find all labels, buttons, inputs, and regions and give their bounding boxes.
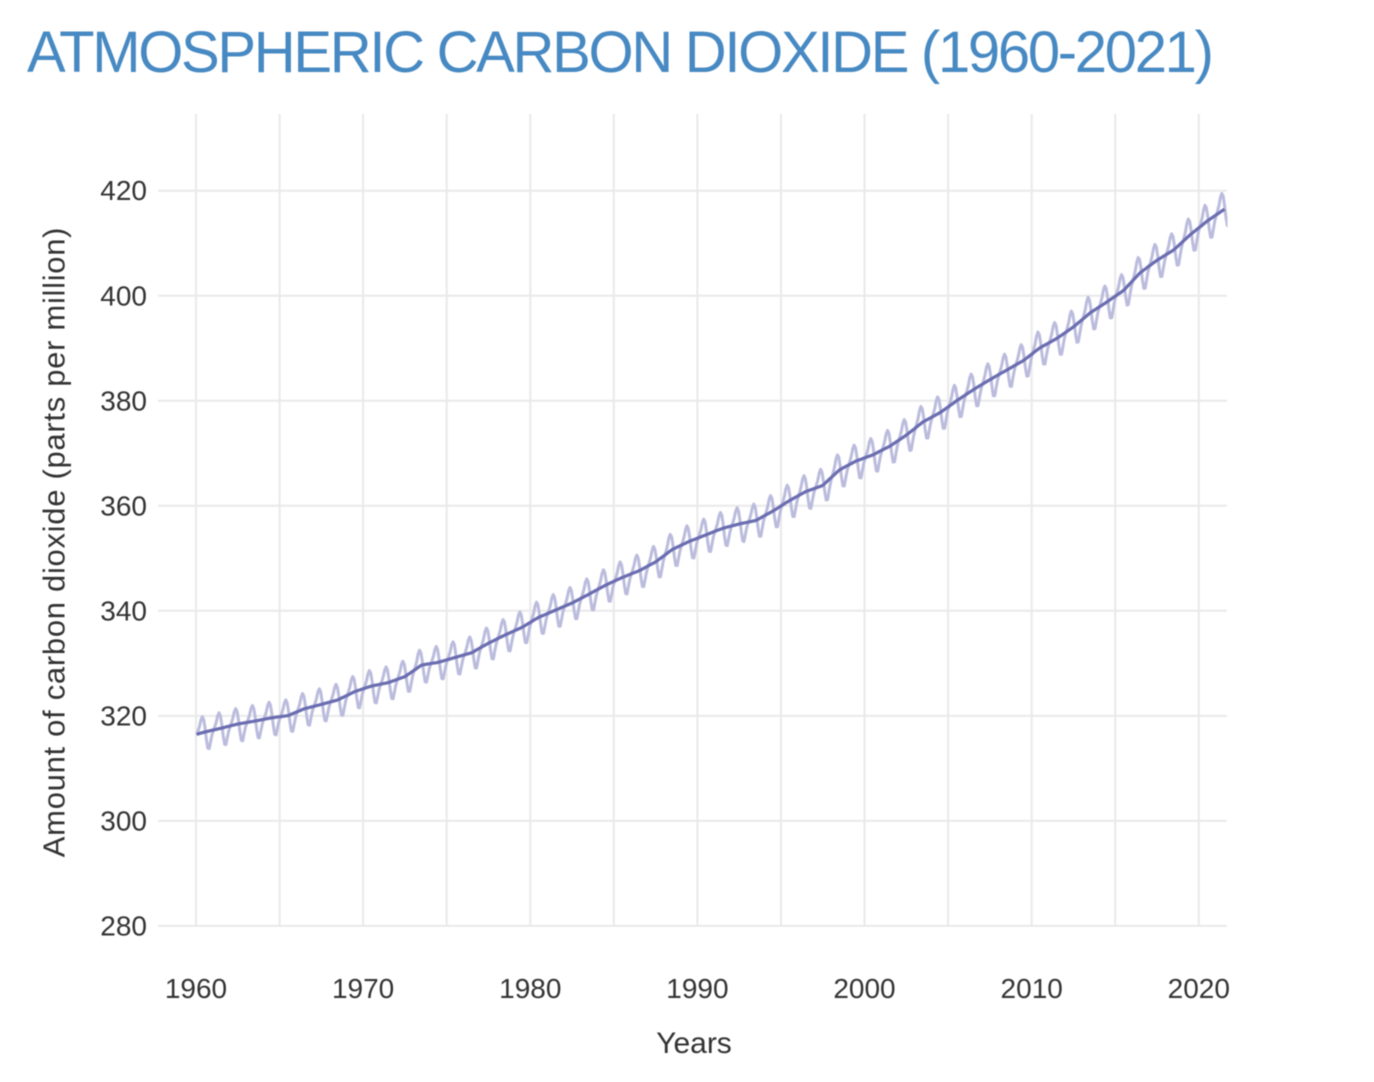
svg-text:ATMOSPHERIC CARBON DIOXIDE (19: ATMOSPHERIC CARBON DIOXIDE (1960-2021) <box>27 20 1212 85</box>
svg-text:280: 280 <box>100 910 147 941</box>
svg-text:320: 320 <box>100 700 147 731</box>
svg-text:2020: 2020 <box>1168 973 1230 1004</box>
svg-text:1970: 1970 <box>332 973 394 1004</box>
svg-text:Amount of carbon dioxide (part: Amount of carbon dioxide (parts per mill… <box>37 227 72 857</box>
svg-text:420: 420 <box>100 175 147 206</box>
svg-text:380: 380 <box>100 385 147 416</box>
svg-text:400: 400 <box>100 280 147 311</box>
svg-text:1980: 1980 <box>499 973 561 1004</box>
svg-text:2000: 2000 <box>833 973 895 1004</box>
svg-text:1960: 1960 <box>165 973 227 1004</box>
svg-text:2010: 2010 <box>1001 973 1063 1004</box>
svg-text:360: 360 <box>100 490 147 521</box>
svg-text:340: 340 <box>100 595 147 626</box>
svg-text:1990: 1990 <box>666 973 728 1004</box>
svg-text:Years: Years <box>656 1027 732 1060</box>
svg-text:300: 300 <box>100 805 147 836</box>
